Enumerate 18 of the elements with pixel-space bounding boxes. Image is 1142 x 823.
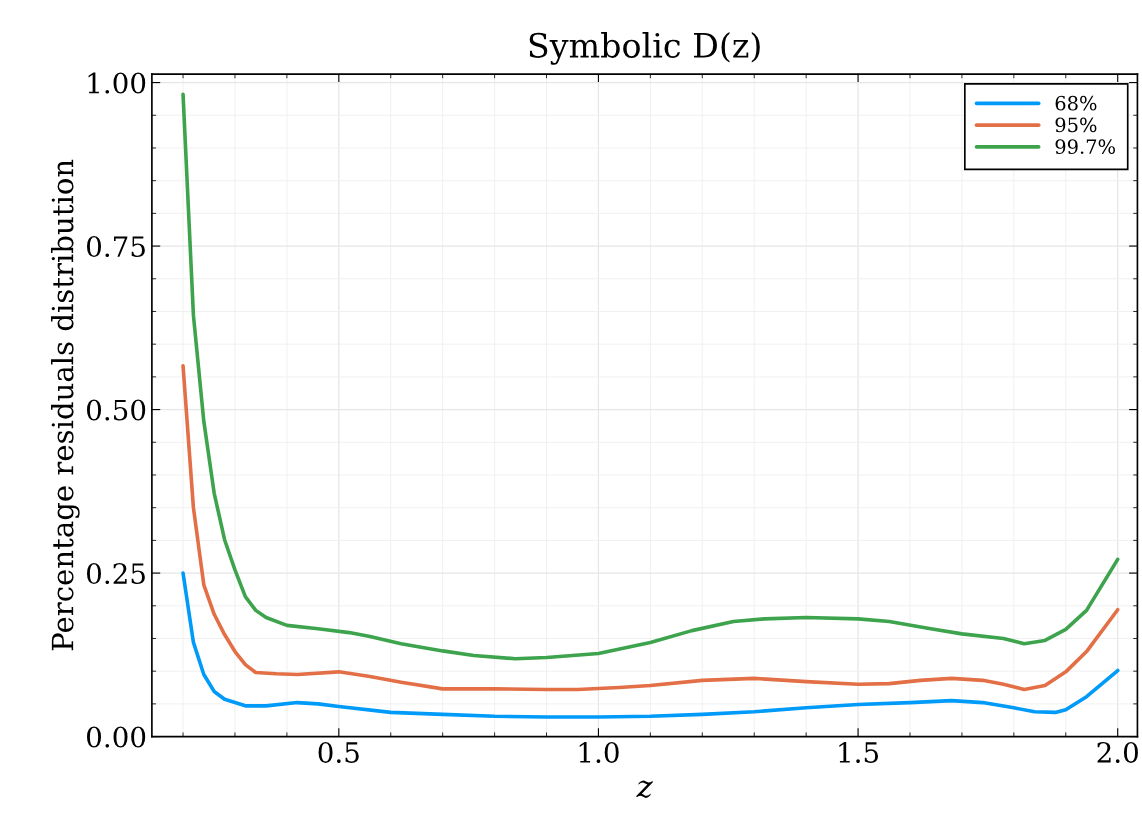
x-axis-title: z	[636, 780, 653, 798]
x-tick-label: 2.0	[1097, 741, 1138, 763]
legend-label: 99.7%	[1055, 139, 1115, 154]
y-axis-title: Percentage residuals distribution	[50, 159, 80, 651]
y-tick-label: 0.50	[87, 399, 146, 421]
line-series	[181, 571, 1120, 719]
legend-label: 95%	[1055, 117, 1097, 133]
line-series	[181, 92, 1120, 661]
x-tick-label: 1.0	[579, 741, 619, 763]
y-tick-label: 0.00	[87, 726, 146, 748]
line-series	[181, 363, 1120, 692]
y-tick-label: 0.25	[87, 563, 145, 585]
x-tick-label: 0.5	[318, 741, 359, 763]
chart-title: Symbolic D(z)	[529, 32, 760, 65]
y-tick-label: 1.00	[88, 72, 146, 94]
legend-label: 68%	[1055, 95, 1097, 111]
y-tick-label: 0.75	[87, 236, 145, 258]
x-tick-label: 1.5	[839, 741, 879, 763]
